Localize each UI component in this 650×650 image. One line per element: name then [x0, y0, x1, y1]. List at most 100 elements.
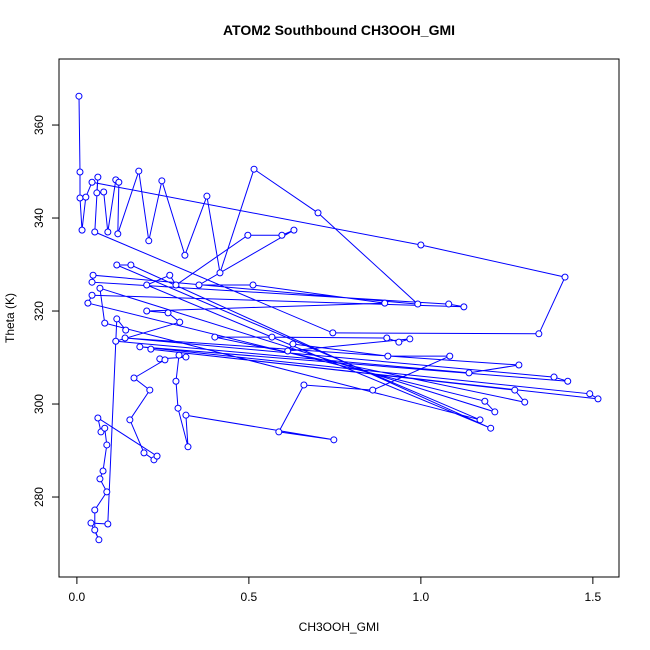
- data-point: [275, 428, 283, 436]
- y-tick-label: 300: [32, 394, 46, 414]
- data-point: [143, 281, 151, 289]
- data-point: [176, 318, 184, 326]
- data-point: [384, 352, 392, 360]
- data-point: [94, 173, 102, 181]
- y-tick-label: 320: [32, 301, 46, 321]
- data-point: [75, 92, 83, 100]
- data-point: [84, 299, 92, 307]
- data-point: [586, 390, 594, 398]
- data-point: [95, 536, 103, 544]
- data-point: [103, 488, 111, 496]
- data-point: [446, 352, 454, 360]
- data-point: [182, 411, 190, 419]
- data-point: [249, 281, 257, 289]
- data-point: [93, 189, 101, 197]
- plot-frame: [58, 58, 620, 578]
- data-point: [136, 343, 144, 351]
- data-point: [82, 193, 90, 201]
- data-point: [369, 386, 377, 394]
- data-point: [101, 319, 109, 327]
- data-point: [481, 397, 489, 405]
- data-point: [153, 452, 161, 460]
- y-axis-title: Theta (K): [3, 293, 17, 343]
- data-point: [181, 251, 189, 259]
- data-point: [521, 398, 529, 406]
- data-point: [76, 194, 84, 202]
- data-point: [113, 261, 121, 269]
- data-point: [406, 335, 414, 343]
- data-point: [88, 178, 96, 186]
- data-point: [383, 334, 391, 342]
- data-point: [103, 441, 111, 449]
- data-point: [184, 443, 192, 451]
- data-point: [146, 386, 154, 394]
- data-point: [99, 467, 107, 475]
- data-point: [114, 230, 122, 238]
- data-point: [278, 231, 286, 239]
- data-point: [244, 231, 252, 239]
- chart-title: ATOM2 Southbound CH3OOH_GMI: [223, 22, 455, 38]
- data-point: [130, 374, 138, 382]
- data-point: [460, 303, 468, 311]
- data-point: [166, 271, 174, 279]
- data-point: [465, 369, 473, 377]
- x-tick-label: 1.5: [585, 590, 602, 604]
- data-point: [104, 228, 112, 236]
- data-point: [101, 424, 109, 432]
- data-point: [145, 237, 153, 245]
- data-point: [414, 300, 422, 308]
- data-point: [96, 284, 104, 292]
- data-point: [211, 333, 219, 341]
- data-point: [395, 338, 403, 346]
- data-point: [113, 315, 121, 323]
- data-point: [284, 347, 292, 355]
- data-point: [550, 373, 558, 381]
- data-point: [76, 168, 84, 176]
- x-tick-label: 1.0: [413, 590, 430, 604]
- data-point: [91, 526, 99, 534]
- data-point: [487, 424, 495, 432]
- data-point: [511, 386, 519, 394]
- data-point: [175, 351, 183, 359]
- data-point: [143, 307, 151, 315]
- data-point: [115, 178, 123, 186]
- data-point: [88, 291, 96, 299]
- data-point: [122, 326, 130, 334]
- y-tick-label: 360: [32, 115, 46, 135]
- x-tick-label: 0.0: [69, 590, 86, 604]
- data-point: [330, 436, 338, 444]
- data-point: [314, 209, 322, 217]
- data-point: [87, 519, 95, 527]
- data-point: [135, 167, 143, 175]
- data-point: [172, 377, 180, 385]
- data-point: [127, 261, 135, 269]
- data-point: [161, 356, 169, 364]
- data-point: [172, 281, 180, 289]
- data-point: [250, 165, 258, 173]
- data-point: [216, 269, 224, 277]
- data-point: [140, 449, 148, 457]
- data-point: [164, 309, 172, 317]
- data-point: [91, 228, 99, 236]
- data-point: [515, 361, 523, 369]
- data-point: [594, 395, 602, 403]
- data-point: [147, 345, 155, 353]
- y-tick-label: 280: [32, 487, 46, 507]
- data-point: [290, 226, 298, 234]
- data-point: [476, 416, 484, 424]
- data-point: [445, 300, 453, 308]
- data-point: [268, 333, 276, 341]
- y-tick-label: 340: [32, 208, 46, 228]
- data-point: [174, 404, 182, 412]
- data-point: [94, 414, 102, 422]
- data-point: [203, 192, 211, 200]
- data-point: [564, 377, 572, 385]
- data-point: [300, 381, 308, 389]
- data-point: [126, 416, 134, 424]
- data-point: [535, 330, 543, 338]
- data-point: [104, 520, 112, 528]
- data-point: [381, 299, 389, 307]
